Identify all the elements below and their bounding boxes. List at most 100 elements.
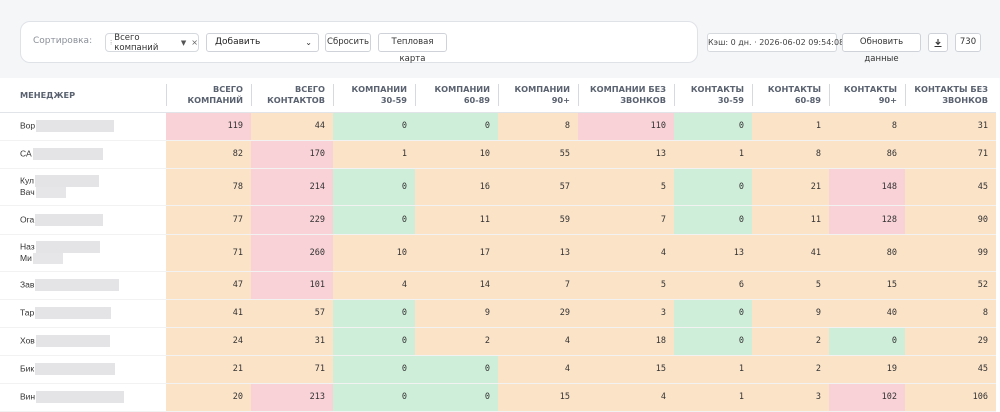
metric-cell: 11 xyxy=(415,205,498,235)
metric-cell: 24 xyxy=(166,327,251,356)
col-companies-60-89-header[interactable]: Компании 60-89 xyxy=(415,78,498,113)
download-icon xyxy=(934,39,942,48)
toolbar: Сортировка: ⁝ Всего компаний ▼ × Добавит… xyxy=(0,0,1000,78)
metric-cell: 59 xyxy=(498,205,578,235)
manager-name: Ога xyxy=(20,213,35,224)
table-row[interactable]: Хов 24 31 0 2 4 18 0 2 0 29 xyxy=(0,327,996,356)
metric-cell: 57 xyxy=(498,168,578,206)
table-row[interactable]: Вор 119 44 0 0 8 110 0 1 8 31 xyxy=(0,112,996,141)
header-line2: 30-59 xyxy=(717,94,744,105)
metric-cell: 0 xyxy=(674,327,752,356)
manager-name-cell[interactable]: Тар xyxy=(0,299,166,328)
col-contacts-90-header[interactable]: Контакты 90+ xyxy=(829,78,905,113)
metric-cell: 13 xyxy=(578,140,674,169)
filter-panel: Сортировка: ⁝ Всего компаний ▼ × Добавит… xyxy=(20,21,698,64)
col-companies-30-59-header[interactable]: Компании 30-59 xyxy=(333,78,415,113)
metric-cell: 47 xyxy=(166,271,251,300)
manager-name: СА xyxy=(20,148,32,159)
redacted-name-block xyxy=(35,213,104,226)
metric-cell: 102 xyxy=(829,383,905,412)
manager-name-cell[interactable]: Зав xyxy=(0,271,166,300)
manager-name-cell[interactable]: Вин xyxy=(0,383,166,412)
metric-cell: 29 xyxy=(905,327,996,356)
manager-name-cell[interactable]: СА xyxy=(0,140,166,169)
metric-cell: 10 xyxy=(333,234,415,272)
metric-cell: 0 xyxy=(674,112,752,141)
reset-button[interactable]: Сбросить xyxy=(325,33,371,52)
metric-cell: 214 xyxy=(251,168,333,206)
metric-cell: 110 xyxy=(578,112,674,141)
header-line1: Компании без xyxy=(589,84,666,95)
table-row[interactable]: Зав 47 101 4 14 7 5 6 5 15 52 xyxy=(0,271,996,300)
download-button[interactable] xyxy=(928,33,948,52)
manager-name-cell[interactable]: Хов xyxy=(0,327,166,356)
metric-cell: 0 xyxy=(415,112,498,141)
col-companies-no-calls-header[interactable]: Компании без звонков xyxy=(578,78,674,113)
manager-name-cell[interactable]: Кул Вач xyxy=(0,168,166,206)
metric-cell: 4 xyxy=(578,383,674,412)
header-line1: Всего xyxy=(294,84,325,95)
header-line2: звонков xyxy=(942,94,988,105)
metric-cell: 0 xyxy=(333,112,415,141)
sort-direction-icon[interactable]: ▼ xyxy=(180,38,187,47)
metric-cell: 11 xyxy=(752,205,829,235)
col-contacts-30-59-header[interactable]: Контакты 30-59 xyxy=(674,78,752,113)
metric-cell: 41 xyxy=(166,299,251,328)
col-total-contacts-header[interactable]: Всего контактов xyxy=(251,78,333,113)
manager-name-cell[interactable]: Ога xyxy=(0,205,166,235)
metric-cell: 8 xyxy=(498,112,578,141)
table-row[interactable]: Ога 77 229 0 11 59 7 0 11 128 90 xyxy=(0,205,996,235)
metric-cell: 14 xyxy=(415,271,498,300)
metric-cell: 86 xyxy=(829,140,905,169)
heatmap-button[interactable]: Тепловая карта xyxy=(378,33,447,64)
manager-name-cell[interactable]: Наз Ми xyxy=(0,234,166,272)
metric-cell: 0 xyxy=(333,168,415,206)
header-line1: Контакты без xyxy=(914,84,988,95)
metric-cell: 31 xyxy=(251,327,333,356)
metric-cell: 82 xyxy=(166,140,251,169)
metric-cell: 5 xyxy=(752,271,829,300)
col-contacts-no-calls-header[interactable]: Контакты без звонков xyxy=(905,78,996,113)
metric-cell: 1 xyxy=(674,140,752,169)
manager-name: Вин xyxy=(20,391,36,402)
metric-cell: 3 xyxy=(578,299,674,328)
table-row[interactable]: Кул Вач 78 214 0 16 57 5 0 21 148 45 xyxy=(0,168,996,206)
table-row[interactable]: Тар 41 57 0 9 29 3 0 9 40 8 xyxy=(0,299,996,328)
refresh-data-button[interactable]: Обновить данные xyxy=(842,33,921,64)
col-contacts-60-89-header[interactable]: Контакты 60-89 xyxy=(752,78,829,113)
redacted-name-block xyxy=(35,240,100,253)
metric-cell: 213 xyxy=(251,383,333,412)
chevron-down-icon: ⌄ xyxy=(305,38,312,47)
drag-handle-icon[interactable]: ⁝ xyxy=(110,38,113,47)
table-row[interactable]: Бик 21 71 0 0 4 15 1 2 19 45 xyxy=(0,355,996,384)
col-manager-header[interactable]: Менеджер xyxy=(0,78,166,113)
redacted-name-block xyxy=(35,335,110,347)
metric-cell: 128 xyxy=(829,205,905,235)
manager-name-cell[interactable]: Бик xyxy=(0,355,166,384)
table-row[interactable]: Вин 20 213 0 0 15 4 1 3 102 106 xyxy=(0,383,996,412)
metric-cell: 29 xyxy=(498,299,578,328)
metric-cell: 4 xyxy=(333,271,415,300)
metric-cell: 18 xyxy=(578,327,674,356)
manager-name: Бик xyxy=(20,363,35,374)
redacted-name-block xyxy=(34,174,99,187)
metric-cell: 0 xyxy=(333,327,415,356)
cache-status: Кэш: 0 дн. · 2026-06-02 09:54:08 xyxy=(707,33,844,52)
metric-cell: 0 xyxy=(333,355,415,384)
col-companies-90-header[interactable]: Компании 90+ xyxy=(498,78,578,113)
metric-cell: 3 xyxy=(752,383,829,412)
metric-cell: 1 xyxy=(752,112,829,141)
col-total-companies-header[interactable]: Всего компаний xyxy=(166,78,251,113)
remove-sort-icon[interactable]: × xyxy=(191,38,198,47)
redacted-name-block xyxy=(36,120,115,132)
metric-cell: 2 xyxy=(752,327,829,356)
redacted-name-block xyxy=(32,148,103,160)
header-line2: компаний xyxy=(187,94,243,105)
table-row[interactable]: Наз Ми 71 260 10 17 13 4 13 41 80 99 xyxy=(0,234,996,272)
metric-cell: 17 xyxy=(415,234,498,272)
header-line2: 60-89 xyxy=(794,94,821,105)
sort-chip[interactable]: ⁝ Всего компаний ▼ × xyxy=(105,33,199,53)
table-row[interactable]: СА 82 170 1 10 55 13 1 8 86 71 xyxy=(0,140,996,169)
add-sort-select[interactable]: Добавить ⌄ xyxy=(206,33,319,52)
manager-name-cell[interactable]: Вор xyxy=(0,112,166,141)
